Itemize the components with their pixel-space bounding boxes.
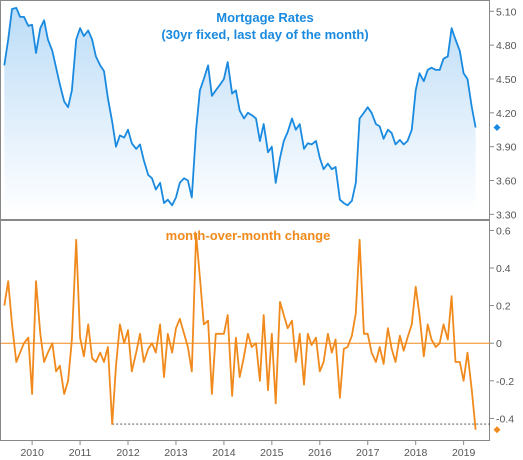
change-current-value-marker [493,426,501,434]
change-y-tick-label: 0.4 [496,263,511,275]
change-y-tick-label: 0 [496,338,502,350]
x-tick-label: 2011 [69,447,92,459]
rates-series-line [3,7,477,207]
rates-chart-title: Mortgage Rates [216,10,314,25]
x-tick-label: 2010 [20,447,44,459]
x-tick-label: 2012 [116,447,140,459]
x-tick-label: 2013 [164,447,188,459]
change-series-line [3,233,477,430]
rates-y-tick-label: 4.20 [496,108,517,120]
rates-plot: 5.10 4.80 4.50 4.20 3.90 3.60 3.30 [3,6,517,221]
x-tick-label: 2017 [356,447,380,459]
change-y-tick-label: -0.4 [496,413,514,425]
x-tick-label: 2014 [212,447,236,459]
rates-y-tick-label: 4.80 [496,40,517,52]
x-axis: 2010 2011 2012 2013 2014 2015 2016 2017 2018 2019 [20,441,475,459]
x-tick-label: 2018 [404,447,428,459]
top-panel-frame [0,0,490,220]
change-chart-title: month-over-month change [166,228,331,243]
change-plot: 0.6 0.4 0.2 0 -0.2 -0.4 [1,225,514,434]
x-tick-label: 2015 [260,447,284,459]
rates-current-value-marker [493,123,501,131]
change-y-tick-label: 0.6 [496,225,511,237]
rates-y-tick-label: 4.50 [496,74,517,86]
change-y-tick-label: -0.2 [496,376,514,388]
rates-y-tick-label: 5.10 [496,6,517,18]
bottom-panel-frame [0,220,490,441]
rates-y-tick-label: 3.90 [496,142,517,154]
change-y-tick-label: 0.2 [496,301,511,313]
x-tick-label: 2019 [452,447,476,459]
x-tick-label: 2016 [308,447,332,459]
rates-chart-subtitle: (30yr fixed, last day of the month) [161,27,368,42]
rates-y-tick-label: 3.60 [496,176,517,188]
rates-y-tick-label: 3.30 [496,209,517,221]
